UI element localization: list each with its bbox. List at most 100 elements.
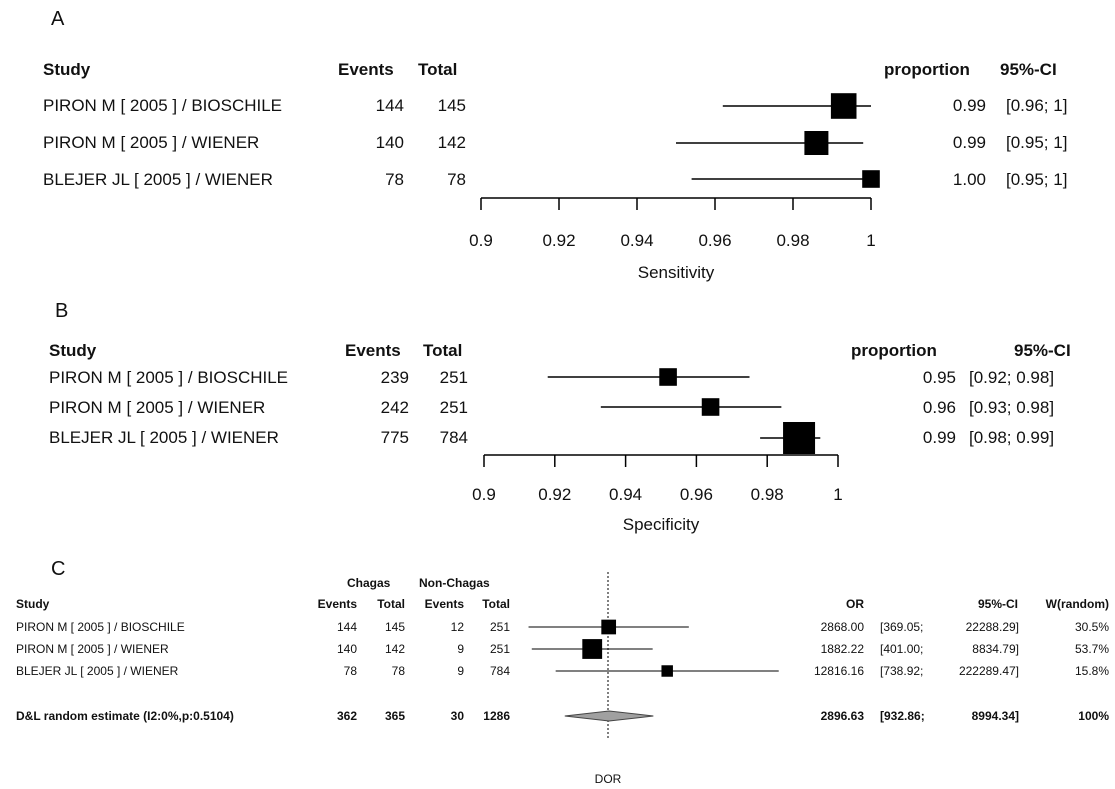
ci-high-value: 8834.79] <box>972 642 1019 656</box>
ci-low-value: [401.00; <box>880 642 924 656</box>
ci-value: [0.93; 0.98] <box>969 398 1055 417</box>
ci-low-value: [738.92; <box>880 664 924 678</box>
ci-low-value: [369.05; <box>880 620 924 634</box>
col-header-proportion: proportion <box>851 341 937 360</box>
total-value: 78 <box>447 170 466 189</box>
col-header-study: Study <box>43 60 91 79</box>
summary-label: D&L random estimate (I2:0%,p:0.5104) <box>16 709 234 723</box>
x-axis-label: DOR <box>595 772 622 786</box>
x-tick-label: 0.92 <box>542 231 575 250</box>
col-header-total: Total <box>377 597 405 611</box>
total-value: 251 <box>489 642 510 656</box>
events-value: 9 <box>457 664 464 678</box>
proportion-value: 0.99 <box>922 428 956 447</box>
col-header-proportion: proportion <box>884 60 970 79</box>
events-value: 242 <box>380 398 409 417</box>
summary-ci-high-value: 8994.34] <box>971 709 1019 723</box>
x-tick-label: 0.9 <box>469 231 493 250</box>
or-value: 2868.00 <box>820 620 864 634</box>
total-value: 784 <box>439 428 468 447</box>
x-tick-label: 0.94 <box>609 485 642 504</box>
summary-or-value: 2896.63 <box>820 709 864 723</box>
weight-value: 30.5% <box>1074 620 1109 634</box>
events-value: 78 <box>343 664 357 678</box>
summary-diamond <box>564 710 654 722</box>
study-label: PIRON M [ 2005 ] / WIENER <box>16 642 169 656</box>
col-header-events: Events <box>338 60 394 79</box>
x-tick-label: 0.94 <box>620 231 653 250</box>
estimate-square <box>830 93 857 119</box>
or-value: 12816.16 <box>813 664 864 678</box>
col-header-events: Events <box>424 597 464 611</box>
total-value: 145 <box>437 96 466 115</box>
total-value: 784 <box>489 664 510 678</box>
study-label: PIRON M [ 2005 ] / BIOSCHILE <box>16 620 185 634</box>
study-label: BLEJER JL [ 2005 ] / WIENER <box>16 664 179 678</box>
proportion-value: 1.00 <box>952 170 986 189</box>
weight-value: 53.7% <box>1074 642 1109 656</box>
summary-events-value: 362 <box>336 709 357 723</box>
col-header-events: Events <box>345 341 401 360</box>
ci-value: [0.95; 1] <box>1006 133 1068 152</box>
x-tick-label: 1 <box>866 231 875 250</box>
events-value: 144 <box>375 96 404 115</box>
x-axis-label: Sensitivity <box>638 263 715 282</box>
events-value: 239 <box>380 368 409 387</box>
events-value: 140 <box>336 642 357 656</box>
estimate-square <box>701 398 720 416</box>
x-axis-label: Specificity <box>623 515 700 534</box>
total-value: 251 <box>489 620 510 634</box>
summary-ci-low-value: [932.86; <box>880 709 925 723</box>
panel-letter-a: A <box>51 8 65 30</box>
col-header-total: Total <box>423 341 463 360</box>
x-tick-label: 1 <box>833 485 842 504</box>
events-value: 9 <box>457 642 464 656</box>
x-tick-label: 0.98 <box>751 485 784 504</box>
col-header-total: Total <box>482 597 510 611</box>
col-header-study: Study <box>49 341 97 360</box>
study-label: BLEJER JL [ 2005 ] / WIENER <box>49 428 279 447</box>
events-value: 78 <box>385 170 404 189</box>
col-header-ci: 95%-CI <box>1000 60 1057 79</box>
summary-total-value: 1286 <box>483 709 510 723</box>
col-header-ci: 95%-CI <box>1014 341 1071 360</box>
study-label: PIRON M [ 2005 ] / BIOSCHILE <box>43 96 283 115</box>
summary-events-value: 30 <box>450 709 464 723</box>
summary-weight-value: 100% <box>1078 709 1109 723</box>
estimate-square <box>661 665 673 677</box>
col-header-weight: W(random) <box>1045 597 1109 611</box>
x-tick-label: 0.98 <box>776 231 809 250</box>
summary-total-value: 365 <box>384 709 405 723</box>
events-value: 140 <box>375 133 404 152</box>
panel-letter-b: B <box>55 300 69 322</box>
study-label: PIRON M [ 2005 ] / WIENER <box>49 398 266 417</box>
events-value: 144 <box>336 620 357 634</box>
study-label: PIRON M [ 2005 ] / WIENER <box>43 133 260 152</box>
estimate-square <box>862 170 880 188</box>
total-value: 145 <box>384 620 405 634</box>
study-label: PIRON M [ 2005 ] / BIOSCHILE <box>49 368 289 387</box>
col-header-or: OR <box>846 597 864 611</box>
or-value: 1882.22 <box>820 642 864 656</box>
x-tick-label: 0.96 <box>698 231 731 250</box>
estimate-square <box>601 619 617 635</box>
x-tick-label: 0.96 <box>680 485 713 504</box>
col-header-study: Study <box>16 597 50 611</box>
events-value: 12 <box>450 620 464 634</box>
ci-high-value: 222289.47] <box>958 664 1019 678</box>
total-value: 142 <box>437 133 466 152</box>
total-value: 78 <box>391 664 405 678</box>
x-tick-label: 0.9 <box>472 485 496 504</box>
group-header-chagas: Chagas <box>347 576 391 590</box>
panel-letter-c: C <box>51 558 66 580</box>
proportion-value: 0.99 <box>952 133 986 152</box>
study-label: BLEJER JL [ 2005 ] / WIENER <box>43 170 273 189</box>
ci-value: [0.96; 1] <box>1006 96 1068 115</box>
estimate-square <box>804 131 829 155</box>
total-value: 142 <box>384 642 405 656</box>
weight-value: 15.8% <box>1074 664 1109 678</box>
ci-high-value: 22288.29] <box>965 620 1019 634</box>
ci-value: [0.95; 1] <box>1006 170 1068 189</box>
estimate-square <box>783 422 816 454</box>
